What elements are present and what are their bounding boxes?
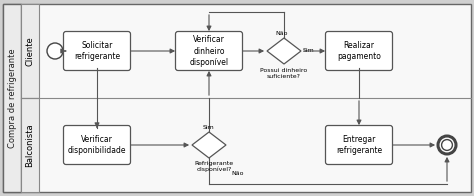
FancyBboxPatch shape: [64, 125, 130, 164]
Text: Realizar
pagamento: Realizar pagamento: [337, 41, 381, 61]
Polygon shape: [192, 132, 226, 158]
Circle shape: [442, 140, 452, 150]
Bar: [3, 4, 21, 192]
Circle shape: [47, 43, 63, 59]
FancyBboxPatch shape: [64, 32, 130, 71]
Text: Sim: Sim: [303, 47, 315, 53]
Text: Solicitar
refrigerante: Solicitar refrigerante: [74, 41, 120, 61]
Text: Cliente: Cliente: [26, 36, 35, 66]
Text: Compra de refrigerante: Compra de refrigerante: [8, 48, 17, 148]
Text: Balconista: Balconista: [26, 123, 35, 167]
Circle shape: [438, 136, 456, 154]
Bar: [21, 4, 39, 98]
Text: Sim: Sim: [203, 125, 215, 130]
FancyBboxPatch shape: [326, 125, 392, 164]
Text: Possui dinheiro
suficiente?: Possui dinheiro suficiente?: [260, 68, 308, 79]
Bar: [21, 98, 39, 192]
Text: Verificar
disponibilidade: Verificar disponibilidade: [68, 135, 126, 155]
FancyBboxPatch shape: [175, 32, 243, 71]
Text: Verificar
dinheiro
disponível: Verificar dinheiro disponível: [190, 35, 228, 67]
Text: Refrigerante
disponível?: Refrigerante disponível?: [194, 161, 234, 172]
Text: Entregar
refrigerante: Entregar refrigerante: [336, 135, 382, 155]
Text: Não: Não: [276, 31, 288, 36]
FancyBboxPatch shape: [326, 32, 392, 71]
Text: Não: Não: [231, 171, 244, 176]
Polygon shape: [267, 38, 301, 64]
